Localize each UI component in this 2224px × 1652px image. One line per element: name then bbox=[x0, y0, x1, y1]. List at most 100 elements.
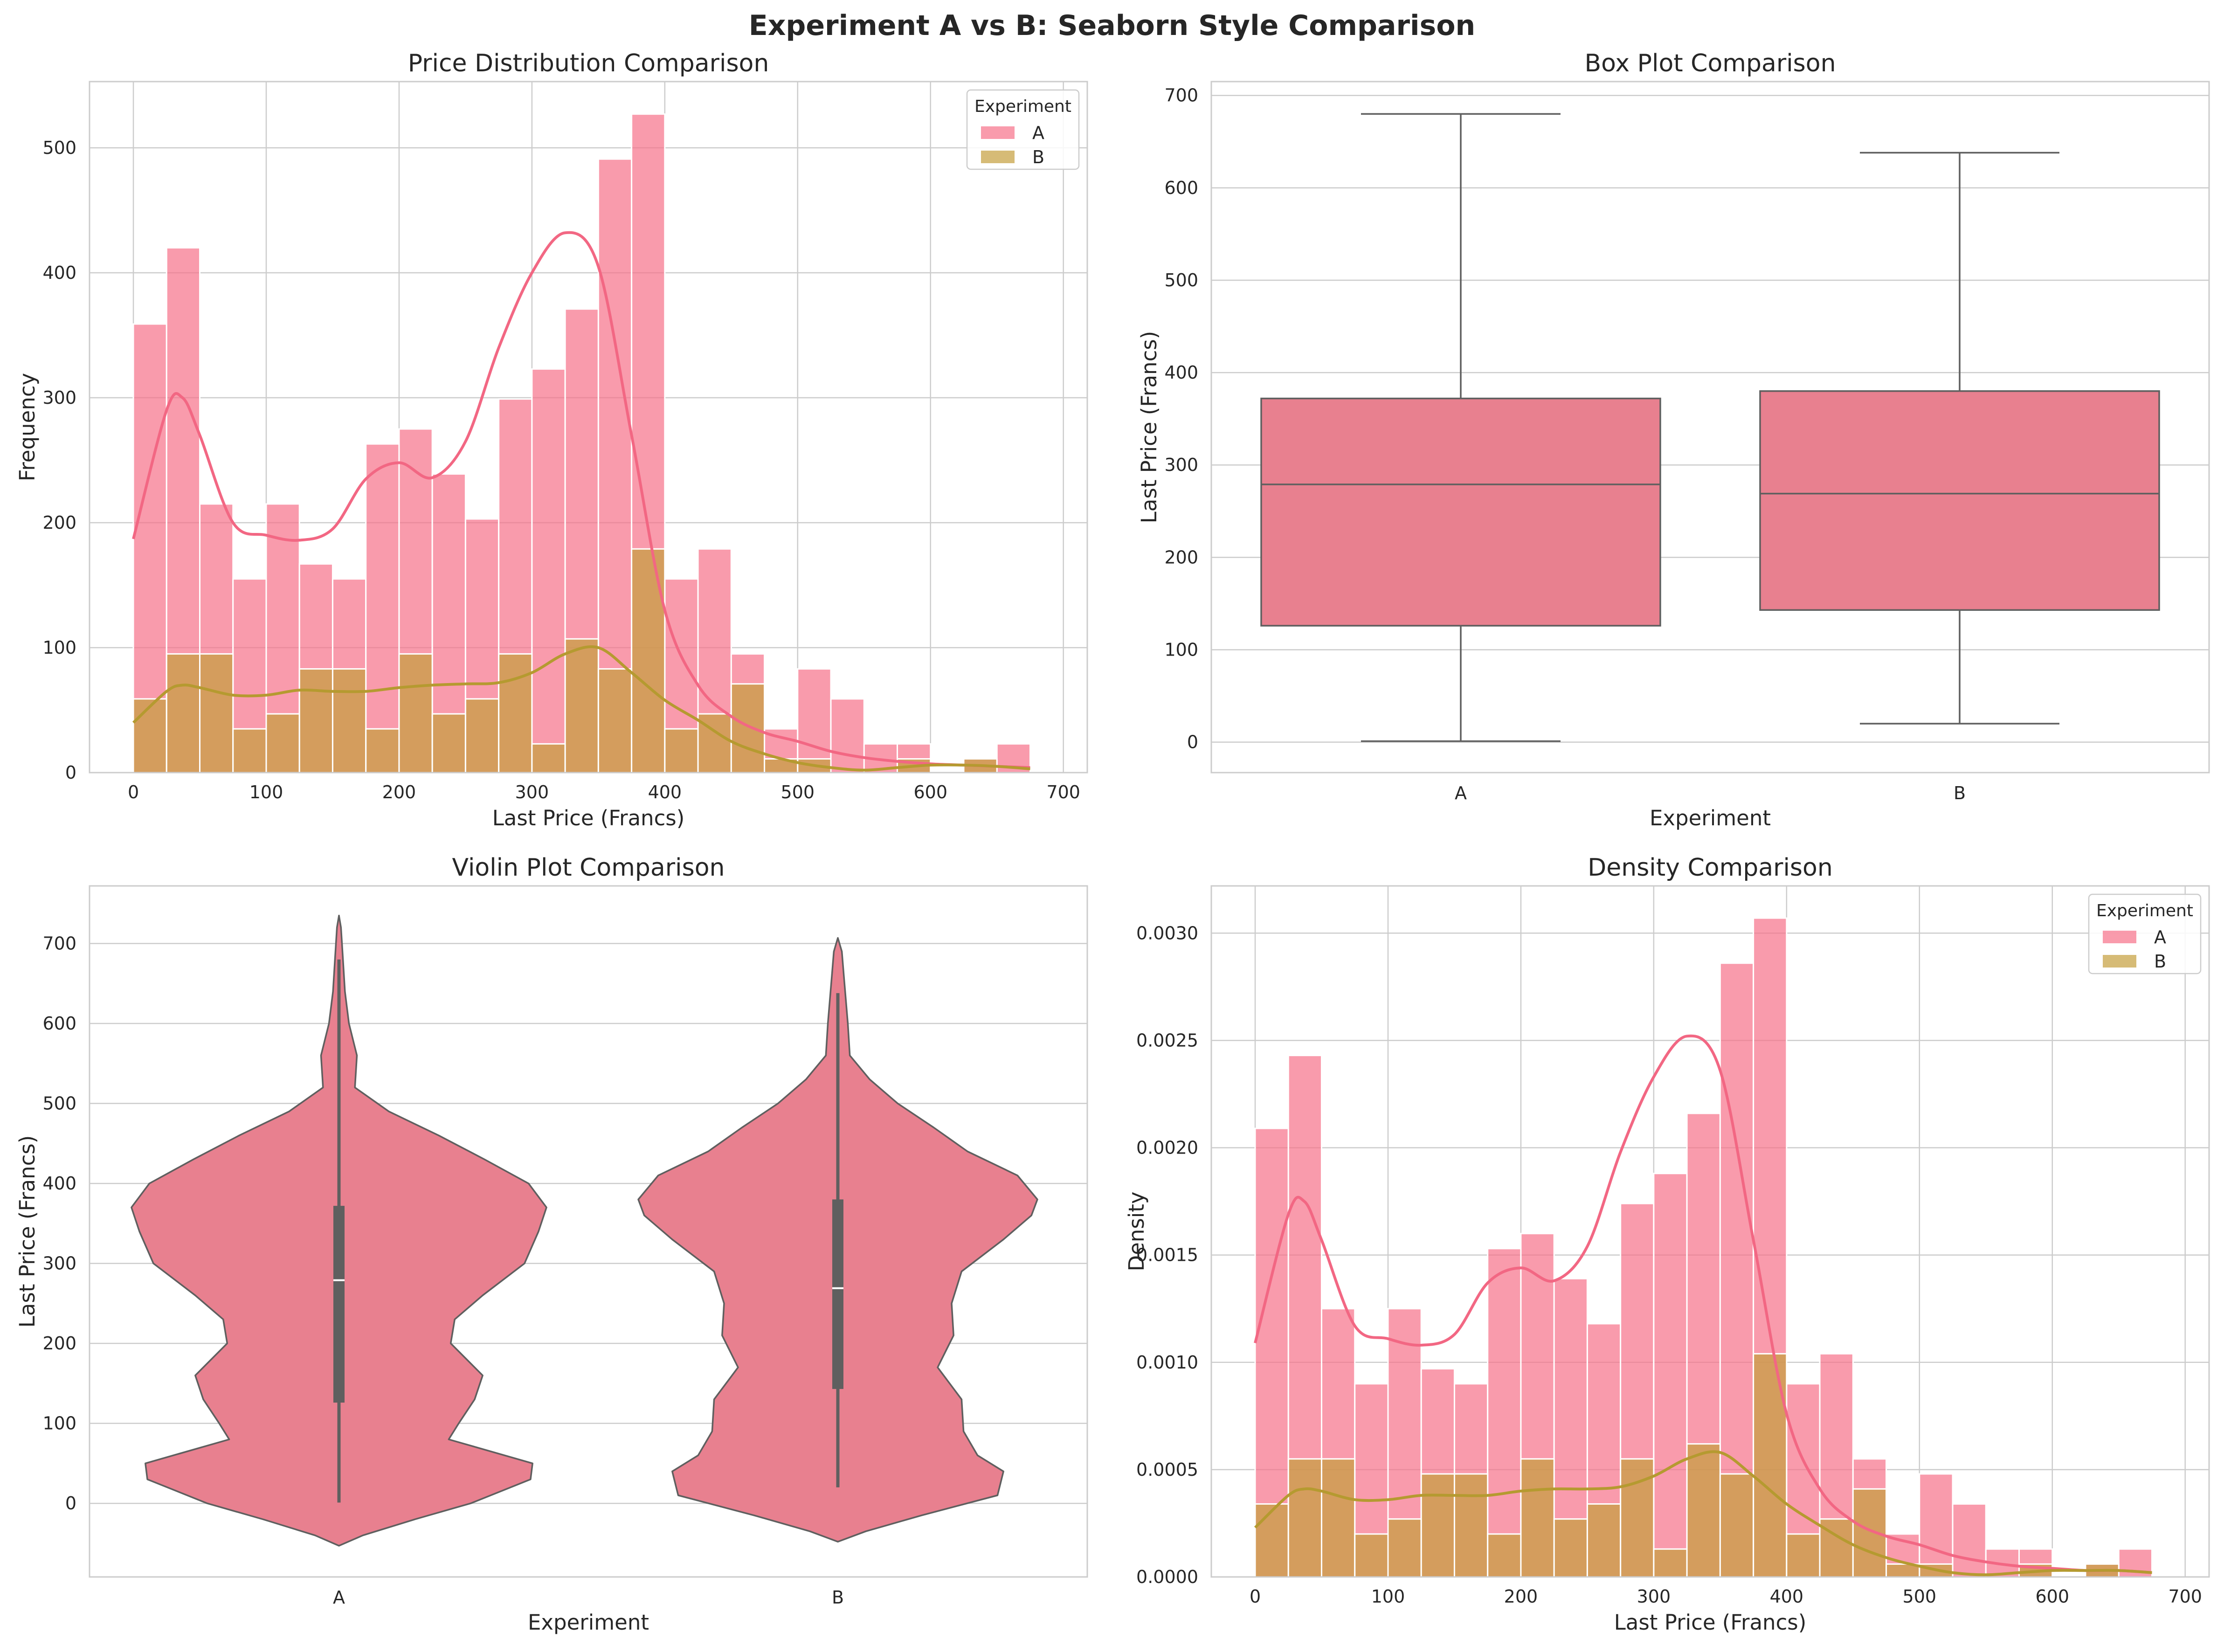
y-tick-label: 400 bbox=[42, 263, 76, 283]
bar-b bbox=[132, 698, 167, 774]
y-tick-label: 100 bbox=[42, 1413, 76, 1434]
panel-title: Density Comparison bbox=[1588, 854, 1833, 882]
bar-b bbox=[199, 653, 234, 774]
axes-frame bbox=[89, 81, 1088, 774]
y-tick-label: 0 bbox=[1187, 732, 1198, 753]
y-tick-label: 500 bbox=[1164, 270, 1198, 290]
x-tick-label: 700 bbox=[1046, 782, 1080, 802]
bar-a bbox=[1952, 1503, 1987, 1578]
bar-b bbox=[1487, 1533, 1522, 1578]
x-tick-label: 300 bbox=[515, 782, 549, 802]
y-tick-label: 300 bbox=[42, 387, 76, 408]
y-tick-label: 0 bbox=[65, 1493, 76, 1514]
axes-frame bbox=[89, 885, 1088, 1578]
y-tick-label: 100 bbox=[42, 637, 76, 658]
bar-b bbox=[1321, 1458, 1356, 1578]
panel-violin-plot: Violin Plot Comparison Experiment Last Pri… bbox=[15, 854, 1088, 1635]
bar-b bbox=[1387, 1518, 1422, 1578]
x-axis-label: Last Price (Francs) bbox=[492, 806, 685, 830]
x-tick-label: 400 bbox=[1770, 1586, 1804, 1607]
y-axis-label: Last Price (Francs) bbox=[15, 1135, 40, 1328]
bar-b bbox=[1653, 1548, 1688, 1578]
bar-b bbox=[1586, 1503, 1622, 1578]
x-axis-label: Experiment bbox=[528, 1610, 649, 1635]
y-tick-label: 200 bbox=[42, 512, 76, 533]
kde-line-a bbox=[132, 231, 1030, 769]
panel-box-plot: Box Plot Comparison Experiment Last Price … bbox=[1137, 49, 2210, 830]
legend-title: Experiment bbox=[974, 97, 1071, 116]
x-tick-label: 400 bbox=[648, 782, 682, 802]
legend-frame bbox=[2088, 893, 2202, 975]
panel-title: Price Distribution Comparison bbox=[408, 49, 769, 77]
x-tick-label: 600 bbox=[913, 782, 947, 802]
y-tick-label: 300 bbox=[1164, 455, 1198, 475]
y-tick-label: 700 bbox=[1164, 85, 1198, 106]
legend-label-b: B bbox=[2154, 951, 2166, 972]
bar-b bbox=[398, 653, 433, 774]
bar-a bbox=[1653, 1173, 1688, 1578]
y-tick-label: 0.0030 bbox=[1136, 923, 1198, 943]
bar-b bbox=[730, 683, 766, 774]
iqr-box bbox=[1260, 397, 1661, 627]
bar-a bbox=[365, 443, 400, 774]
legend: Experiment AB bbox=[2088, 893, 2202, 975]
y-tick-label: 700 bbox=[42, 933, 76, 954]
bar-b bbox=[664, 728, 699, 774]
bar-b bbox=[232, 728, 267, 774]
x-tick-label: 200 bbox=[382, 782, 416, 802]
y-tick-label: 400 bbox=[1164, 362, 1198, 383]
bar-a bbox=[797, 668, 832, 774]
legend-label-a: A bbox=[1032, 123, 1044, 143]
bar-b bbox=[498, 653, 533, 774]
axes-frame bbox=[1210, 81, 2210, 774]
legend-swatch-a bbox=[981, 126, 1015, 139]
bar-a bbox=[830, 698, 865, 774]
x-tick-label: 0 bbox=[1250, 1586, 1261, 1607]
x-tick-label: B bbox=[832, 1587, 844, 1608]
y-tick-label: 0 bbox=[65, 762, 76, 783]
x-tick-label: 100 bbox=[1371, 1586, 1405, 1607]
x-tick-label: A bbox=[333, 1587, 345, 1608]
bar-b bbox=[365, 728, 400, 774]
x-axis-label: Last Price (Francs) bbox=[1614, 1610, 1807, 1635]
bar-b bbox=[597, 668, 633, 774]
panel-price-distribution: Price Distribution Comparison Last Price … bbox=[15, 49, 1088, 830]
bar-b bbox=[1287, 1458, 1323, 1578]
y-axis-label: Frequency bbox=[15, 373, 40, 481]
panel-title: Box Plot Comparison bbox=[1584, 49, 1836, 77]
y-tick-label: 600 bbox=[42, 1013, 76, 1034]
bar-b bbox=[1354, 1533, 1389, 1578]
x-tick-label: 500 bbox=[781, 782, 815, 802]
y-tick-label: 600 bbox=[1164, 178, 1198, 198]
bar-b bbox=[564, 638, 599, 774]
y-axis-label: Density bbox=[1124, 1191, 1149, 1271]
y-tick-label: 400 bbox=[42, 1173, 76, 1194]
legend: Experiment AB bbox=[966, 89, 1080, 170]
x-tick-label: B bbox=[1954, 783, 1966, 803]
bar-b bbox=[464, 698, 500, 774]
bar-b bbox=[531, 743, 566, 774]
legend-label-a: A bbox=[2154, 927, 2166, 947]
bar-a bbox=[1487, 1248, 1522, 1578]
x-tick-label: 500 bbox=[1903, 1586, 1937, 1607]
y-tick-label: 300 bbox=[42, 1253, 76, 1274]
legend-title: Experiment bbox=[2096, 901, 2193, 920]
y-tick-label: 0.0010 bbox=[1136, 1352, 1198, 1373]
legend-swatch-b bbox=[981, 151, 1015, 163]
figure-suptitle: Experiment A vs B: Seaborn Style Compari… bbox=[749, 9, 1476, 42]
panel-title: Violin Plot Comparison bbox=[452, 854, 725, 882]
bar-a bbox=[1254, 1127, 1289, 1578]
kde-line-a bbox=[1254, 1034, 2152, 1574]
y-tick-label: 0.0020 bbox=[1136, 1138, 1198, 1158]
bar-b bbox=[631, 548, 666, 774]
x-tick-label: 100 bbox=[249, 782, 283, 802]
x-axis-label: Experiment bbox=[1650, 806, 1771, 830]
y-tick-label: 500 bbox=[42, 1093, 76, 1114]
x-tick-label: 700 bbox=[2168, 1586, 2202, 1607]
x-tick-label: 600 bbox=[2035, 1586, 2069, 1607]
bar-a bbox=[1919, 1473, 1954, 1578]
bar-b bbox=[1420, 1473, 1455, 1578]
y-tick-label: 0.0000 bbox=[1136, 1567, 1198, 1587]
legend-label-b: B bbox=[1032, 147, 1044, 167]
x-tick-label: 300 bbox=[1637, 1586, 1671, 1607]
